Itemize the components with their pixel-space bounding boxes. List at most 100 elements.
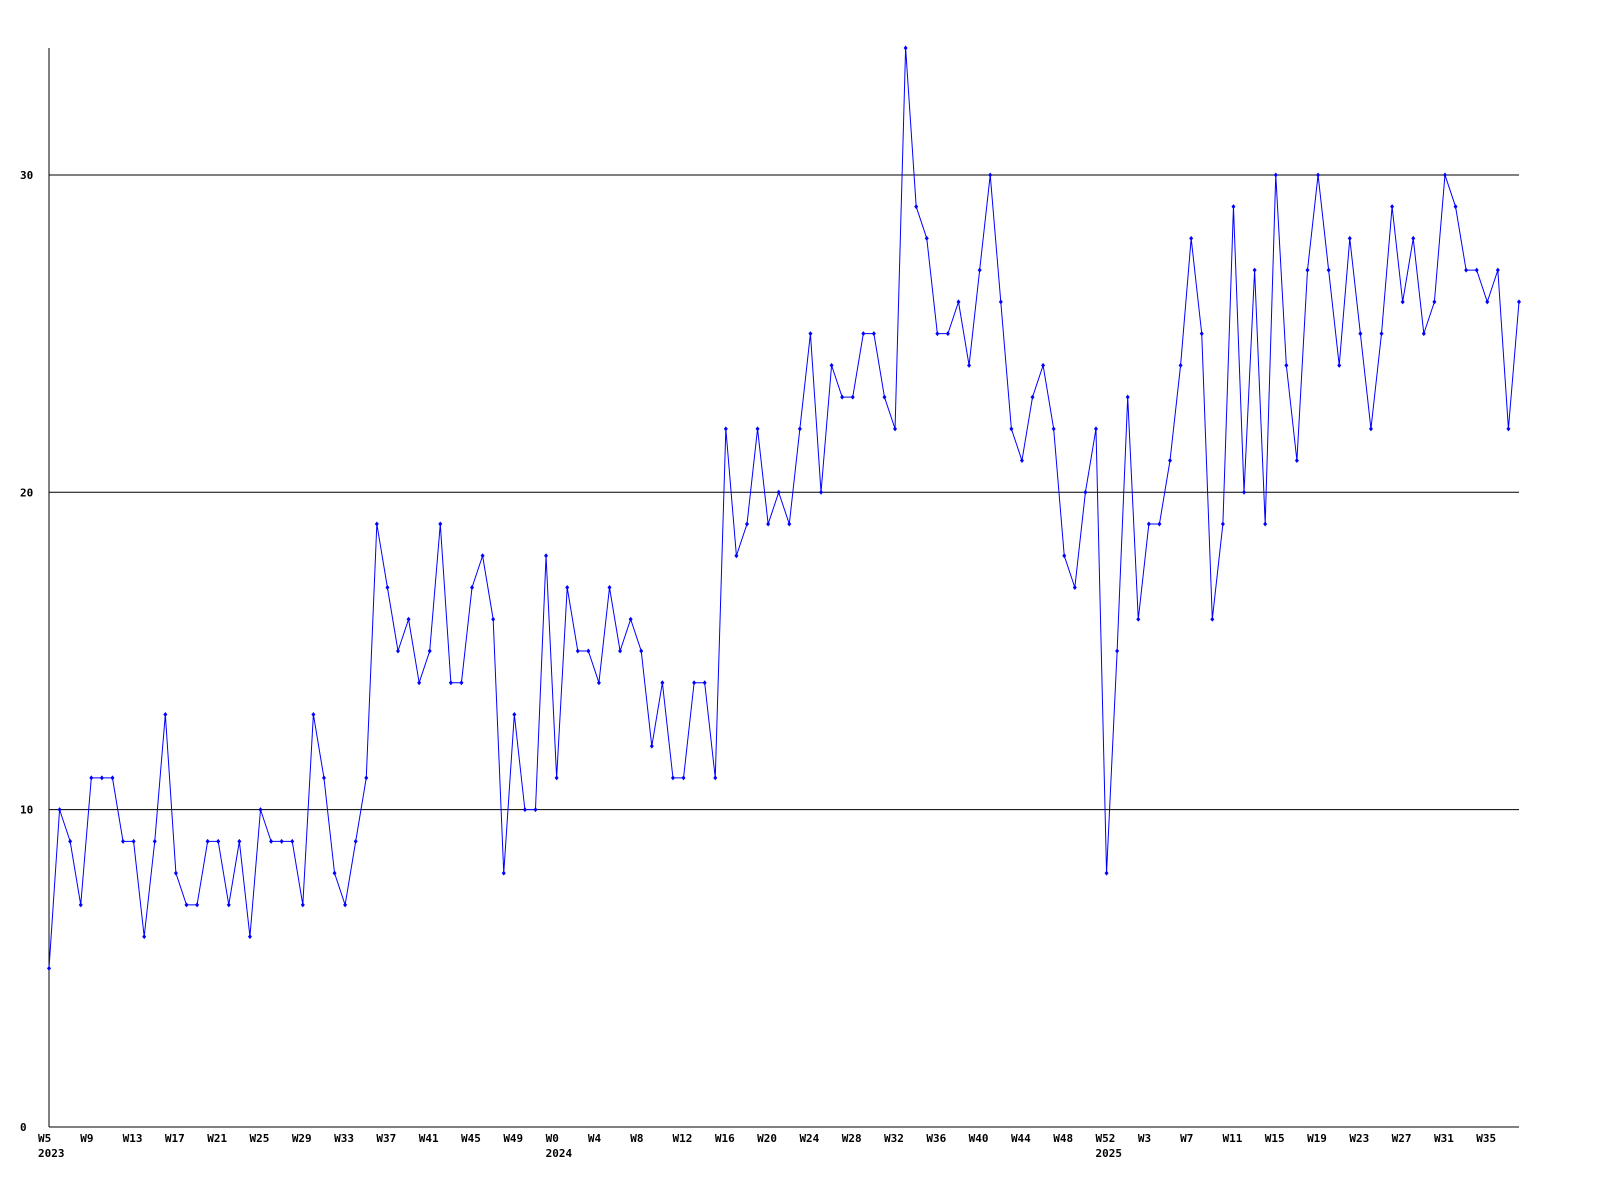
point bbox=[1495, 267, 1500, 273]
point bbox=[1390, 204, 1395, 210]
point bbox=[332, 870, 337, 876]
point bbox=[406, 616, 411, 622]
point bbox=[967, 362, 972, 368]
point bbox=[544, 553, 549, 559]
x-tick-label: W24 bbox=[799, 1132, 819, 1145]
point bbox=[1273, 172, 1278, 178]
point bbox=[1242, 489, 1247, 495]
point bbox=[596, 680, 601, 686]
point bbox=[1210, 616, 1215, 622]
point bbox=[353, 838, 358, 844]
x-tick-label: W45 bbox=[461, 1132, 481, 1145]
point bbox=[522, 807, 527, 813]
point bbox=[1506, 426, 1511, 432]
point bbox=[565, 585, 570, 590]
point bbox=[882, 394, 887, 400]
point bbox=[300, 902, 305, 908]
point bbox=[1030, 394, 1035, 400]
point bbox=[395, 648, 400, 654]
point bbox=[924, 235, 929, 241]
point bbox=[1263, 521, 1268, 527]
x-tick-label: W16 bbox=[715, 1132, 735, 1145]
point bbox=[1189, 235, 1194, 241]
point bbox=[89, 775, 94, 781]
x-tick-label: W15 bbox=[1265, 1132, 1285, 1145]
x-tick-label: W40 bbox=[969, 1132, 989, 1145]
y-tick-label: 10 bbox=[20, 804, 33, 817]
x-tick-label: W44 bbox=[1011, 1132, 1031, 1145]
point bbox=[226, 902, 231, 908]
point bbox=[945, 331, 950, 337]
point bbox=[1083, 489, 1088, 495]
x-tick-label: W35 bbox=[1476, 1132, 1496, 1145]
x-tick-label: W17 bbox=[165, 1132, 185, 1145]
point bbox=[152, 838, 157, 844]
point bbox=[744, 521, 749, 527]
x-tick-label: W0 bbox=[546, 1132, 559, 1145]
x-tick-label: W23 bbox=[1349, 1132, 1369, 1145]
x-tick-label: W3 bbox=[1138, 1132, 1151, 1145]
point bbox=[1474, 267, 1479, 273]
point bbox=[1400, 299, 1405, 305]
point bbox=[1178, 362, 1183, 368]
point bbox=[1168, 458, 1173, 464]
point bbox=[501, 870, 506, 876]
point bbox=[628, 616, 633, 622]
point bbox=[470, 585, 475, 590]
x-tick-label: W5 bbox=[38, 1132, 51, 1145]
point bbox=[142, 934, 147, 940]
point bbox=[1041, 362, 1046, 368]
point bbox=[776, 489, 781, 495]
point bbox=[448, 680, 453, 686]
point bbox=[797, 426, 802, 432]
point bbox=[247, 934, 252, 940]
point bbox=[385, 585, 390, 590]
x-year-label: 2025 bbox=[1096, 1147, 1123, 1160]
point bbox=[427, 648, 432, 654]
point bbox=[131, 838, 136, 844]
point bbox=[1464, 267, 1469, 273]
point bbox=[914, 204, 919, 210]
point bbox=[1421, 331, 1426, 337]
point bbox=[163, 711, 168, 717]
x-tick-label: W11 bbox=[1222, 1132, 1242, 1145]
point bbox=[1220, 521, 1225, 527]
x-tick-label: W36 bbox=[926, 1132, 946, 1145]
point bbox=[1062, 553, 1067, 559]
y-tick-label: 30 bbox=[20, 169, 33, 182]
point bbox=[1485, 299, 1490, 305]
x-tick-label: W32 bbox=[884, 1132, 904, 1145]
point bbox=[216, 838, 221, 844]
point bbox=[956, 299, 961, 305]
point bbox=[554, 775, 559, 781]
point bbox=[1199, 331, 1204, 337]
x-tick-label: W19 bbox=[1307, 1132, 1327, 1145]
point bbox=[1157, 521, 1162, 527]
x-year-label: 2023 bbox=[38, 1147, 65, 1160]
point bbox=[1093, 426, 1098, 432]
point bbox=[998, 299, 1003, 305]
x-tick-label: W33 bbox=[334, 1132, 354, 1145]
point bbox=[121, 838, 126, 844]
x-tick-label: W9 bbox=[80, 1132, 93, 1145]
point bbox=[205, 838, 210, 844]
point bbox=[480, 553, 485, 559]
point bbox=[639, 648, 644, 654]
point bbox=[1146, 521, 1151, 527]
point bbox=[1009, 426, 1014, 432]
x-tick-label: W21 bbox=[207, 1132, 227, 1145]
point bbox=[893, 426, 898, 432]
point bbox=[692, 680, 697, 686]
point bbox=[808, 331, 813, 337]
point bbox=[681, 775, 686, 781]
point bbox=[1284, 362, 1289, 368]
point bbox=[1347, 235, 1352, 241]
x-tick-label: W13 bbox=[123, 1132, 143, 1145]
point bbox=[840, 394, 845, 400]
point bbox=[269, 838, 274, 844]
point bbox=[374, 521, 379, 527]
point bbox=[1368, 426, 1373, 432]
x-tick-label: W31 bbox=[1434, 1132, 1454, 1145]
point bbox=[734, 553, 739, 559]
